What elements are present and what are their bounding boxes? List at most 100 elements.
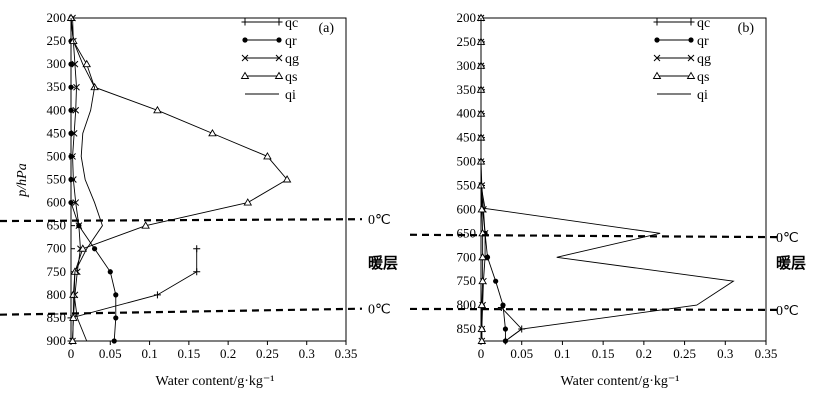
legend-item-qr: qr	[242, 34, 297, 49]
y-tick-label: 600	[47, 195, 67, 210]
legend-item-qg: qg	[241, 52, 299, 67]
y-tick-label: 750	[47, 264, 67, 279]
series-line-qi	[70, 17, 103, 342]
warm-layer-label: 暖层	[776, 254, 806, 272]
y-tick-label: 350	[457, 82, 477, 97]
dot-marker	[68, 199, 74, 206]
x-tick-label: 0.35	[755, 346, 778, 361]
x-tick-label: 0	[68, 346, 75, 361]
triangle-marker	[78, 244, 88, 252]
triangle-marker	[68, 336, 77, 344]
cross-marker	[275, 54, 283, 62]
y-tick-label: 500	[457, 154, 477, 169]
legend-label: qi	[697, 88, 708, 103]
dot-marker	[113, 292, 119, 298]
cross-marker	[72, 199, 80, 206]
cross-marker	[70, 130, 78, 137]
legend-label: qs	[285, 70, 297, 85]
triangle-marker	[274, 71, 284, 79]
freezing-level-line	[0, 307, 363, 316]
plus-marker	[193, 245, 201, 253]
legend-item-qi: qi	[245, 88, 296, 103]
x-axis-label: Water content/g·kg⁻¹	[561, 374, 680, 389]
cross-marker	[73, 83, 80, 91]
triangle-marker	[478, 252, 487, 261]
legend-label: qc	[285, 16, 298, 31]
series-line-qc	[70, 248, 198, 341]
triangle-marker	[208, 128, 217, 137]
y-tick-label: 850	[457, 321, 477, 336]
cross-marker	[75, 222, 83, 229]
y-tick-label: 250	[47, 33, 67, 48]
triangle-marker	[240, 71, 250, 79]
chart-panel-b: 2002503003504004505005506006507007508008…	[409, 10, 806, 389]
dot-marker	[500, 302, 506, 308]
cross-marker	[72, 106, 80, 114]
legend-item-qs: qs	[240, 70, 297, 85]
y-tick-label: 650	[457, 225, 477, 240]
legend-label: qg	[285, 52, 299, 67]
freezing-level-label: 0℃	[776, 304, 799, 319]
series-qc	[67, 245, 201, 345]
y-tick-label: 200	[457, 10, 477, 25]
x-tick-label: 0.15	[592, 346, 615, 361]
dot-marker	[111, 338, 117, 344]
triangle-marker	[69, 313, 78, 321]
panel-label: (b)	[738, 21, 755, 36]
y-tick-label: 550	[457, 177, 477, 192]
y-tick-label: 900	[47, 333, 67, 348]
freezing-level-label: 0℃	[368, 303, 391, 318]
y-tick-label: 250	[457, 34, 477, 49]
cross-marker	[70, 176, 77, 183]
dot-marker	[113, 315, 119, 321]
legend-label: qr	[697, 34, 709, 49]
y-tick-label: 400	[47, 102, 67, 117]
triangle-marker	[69, 290, 78, 298]
y-axis-label: p/hPa	[15, 163, 30, 197]
plus-marker	[275, 18, 283, 26]
dot-marker	[68, 107, 74, 113]
legend-item-qg: qg	[653, 52, 711, 67]
freezing-level-label: 0℃	[368, 213, 391, 228]
x-tick-label: 0.25	[256, 346, 279, 361]
legend-item-qs: qs	[652, 70, 709, 85]
dot-marker	[242, 37, 248, 43]
freezing-level-line	[0, 218, 363, 223]
y-tick-label: 350	[47, 79, 67, 94]
plot-frame	[480, 17, 767, 342]
dot-marker	[502, 326, 509, 332]
triangle-marker	[477, 205, 487, 213]
series-qi	[480, 18, 735, 342]
triangle-marker	[686, 71, 696, 79]
y-tick-label: 700	[47, 241, 67, 256]
x-tick-label: 0.1	[141, 346, 157, 361]
legend-item-qc: qc	[653, 16, 710, 31]
y-tick-label: 450	[457, 130, 477, 145]
y-tick-label: 400	[457, 106, 477, 121]
series-line-qs	[70, 17, 288, 342]
dot-marker	[107, 269, 113, 275]
series-line-qi	[480, 18, 735, 342]
x-tick-label: 0.3	[717, 346, 733, 361]
plus-marker	[193, 268, 201, 276]
legend-item-qr: qr	[654, 34, 709, 49]
cross-marker	[241, 54, 249, 62]
cross-marker	[687, 54, 695, 62]
plus-marker	[653, 18, 661, 26]
y-tick-label: 300	[47, 56, 67, 71]
y-tick-label: 450	[47, 125, 67, 140]
x-tick-label: 0.15	[177, 346, 200, 361]
x-tick-label: 0.25	[673, 346, 696, 361]
triangle-marker	[243, 198, 253, 206]
legend-label: qi	[285, 88, 296, 103]
legend-label: qs	[697, 70, 709, 85]
triangle-marker	[478, 276, 487, 285]
legend-label: qr	[285, 34, 297, 49]
chart-panel-a: 2002503003504004505005506006507007508008…	[0, 10, 398, 389]
plus-marker	[687, 18, 695, 26]
dot-marker	[688, 37, 694, 43]
freezing-level-line	[409, 307, 783, 311]
y-tick-label: 500	[47, 148, 67, 163]
